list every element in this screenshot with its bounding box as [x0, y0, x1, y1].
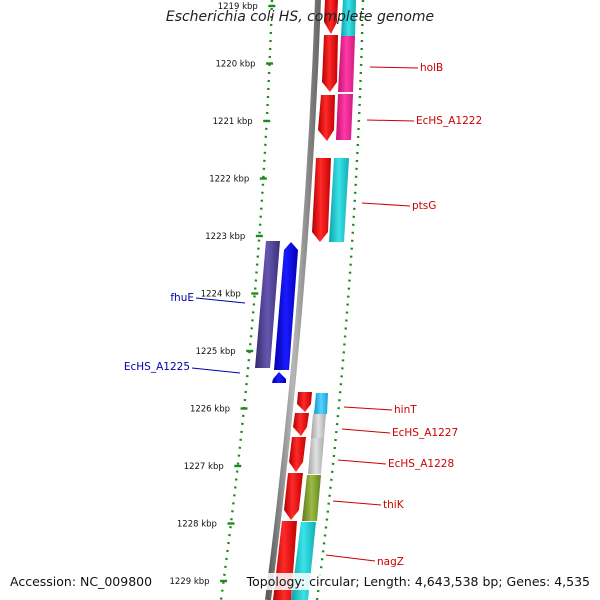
- gene-label-EcHS_A1222[interactable]: EcHS_A1222: [416, 115, 482, 127]
- tick-label: 1224 kbp: [201, 290, 241, 300]
- gene-leaders: [191, 66, 419, 562]
- gene-arrow-ptsG[interactable]: [312, 158, 331, 242]
- tick-label: 1221 kbp: [213, 117, 253, 127]
- leader-hinT: [343, 406, 393, 411]
- gene-arrow-top-partial[interactable]: [324, 0, 338, 34]
- gene-label-hinT[interactable]: hinT: [394, 404, 417, 416]
- gene-arrow-EcHS_A1228[interactable]: [289, 437, 306, 472]
- tick-label: 1225 kbp: [196, 347, 236, 357]
- reverse-strand-genes: [255, 241, 298, 383]
- gene-arrow-EcHS_A1225[interactable]: [272, 372, 286, 383]
- accession-text: Accession: NC_009800: [8, 573, 155, 590]
- gene-arrow-hinT[interactable]: [297, 392, 312, 412]
- gene-arrow-EcHS_A1222[interactable]: [318, 95, 335, 141]
- gene-arrow-holB[interactable]: [322, 35, 338, 92]
- gene-label-thiK[interactable]: thiK: [383, 499, 405, 511]
- leader-EcHS_A1222: [366, 119, 415, 122]
- tick-label: 1220 kbp: [215, 60, 255, 70]
- tick-label: 1219 kbp: [218, 2, 258, 12]
- gene-label-EcHS_A1227[interactable]: EcHS_A1227: [392, 427, 458, 439]
- gene-bar-ptsG[interactable]: [329, 158, 349, 242]
- gene-arrow-thiK[interactable]: [284, 473, 303, 520]
- tick-label: 1229 kbp: [170, 577, 210, 587]
- leader-holB: [369, 66, 419, 69]
- gene-label-nagZ[interactable]: nagZ: [377, 556, 404, 568]
- gene-label-EcHS_A1225[interactable]: EcHS_A1225: [124, 361, 190, 373]
- gene-bar-EcHS_A1228[interactable]: [308, 438, 324, 474]
- gene-labels: holB EcHS_A1222 ptsG hinT EcHS_A1227 EcH…: [124, 62, 482, 568]
- tick-label: 1227 kbp: [184, 462, 224, 472]
- gene-bar-EcHS_A1222[interactable]: [336, 94, 353, 140]
- leader-thiK: [332, 500, 382, 506]
- gene-bar-EcHS_A1227[interactable]: [311, 414, 326, 438]
- tick-label: 1228 kbp: [177, 520, 217, 530]
- tick-label: 1226 kbp: [190, 405, 230, 415]
- gene-bar-hinT[interactable]: [314, 393, 328, 414]
- gene-bar-fhuE[interactable]: [255, 241, 280, 368]
- gene-bar-top-partial[interactable]: [341, 0, 356, 36]
- gene-label-fhuE[interactable]: fhuE: [170, 292, 194, 304]
- leader-ptsG: [361, 202, 411, 207]
- genome-backbone: [265, 0, 321, 600]
- map-title: Escherichia coli HS, complete genome: [165, 9, 435, 25]
- leader-fhuE: [195, 297, 246, 304]
- tick-labels: 1219 kbp 1220 kbp 1221 kbp 1222 kbp 1223 kbp…: [170, 2, 258, 587]
- leader-EcHS_A1225: [191, 367, 241, 374]
- gene-label-ptsG[interactable]: ptsG: [412, 200, 436, 212]
- gene-label-EcHS_A1228[interactable]: EcHS_A1228: [388, 458, 454, 470]
- gene-arrow-fhuE[interactable]: [274, 242, 298, 370]
- gene-arrow-EcHS_A1227[interactable]: [293, 413, 309, 436]
- gene-bar-thiK[interactable]: [302, 475, 321, 521]
- gene-bar-holB[interactable]: [338, 36, 355, 92]
- genome-summary-text: Topology: circular; Length: 4,643,538 bp…: [244, 573, 592, 590]
- leader-EcHS_A1227: [341, 428, 391, 434]
- tick-label: 1223 kbp: [205, 232, 245, 242]
- leader-nagZ: [325, 554, 376, 562]
- leader-EcHS_A1228: [337, 459, 387, 465]
- gene-label-holB[interactable]: holB: [420, 62, 443, 74]
- tick-label: 1222 kbp: [209, 175, 249, 185]
- tick-marks: [220, 4, 276, 583]
- forward-strand-genes: [273, 0, 356, 600]
